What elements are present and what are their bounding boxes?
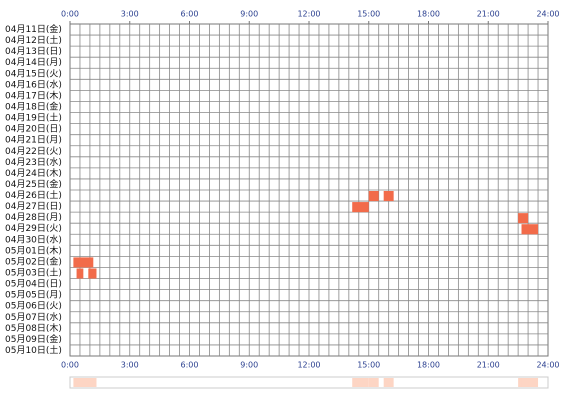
row-label: 04月21日(月) <box>5 135 62 146</box>
row-label: 04月25日(金) <box>5 178 62 190</box>
x-tick-label: 12:00 <box>297 361 320 370</box>
row-label: 04月28日(月) <box>5 212 62 223</box>
row-label: 04月26日(土) <box>5 189 62 201</box>
row-label: 04月23日(水) <box>5 156 62 168</box>
row-label: 04月30日(水) <box>5 233 62 245</box>
x-tick-label: 24:00 <box>536 10 559 19</box>
activity-block <box>518 213 529 224</box>
row-label: 05月09日(金) <box>5 333 62 345</box>
row-label: 04月29日(火) <box>5 223 62 234</box>
row-label: 04月18日(金) <box>5 101 62 113</box>
x-tick-label: 15:00 <box>357 10 380 19</box>
x-tick-label: 15:00 <box>357 361 380 370</box>
activity-block <box>73 257 94 268</box>
overview-block <box>383 378 394 387</box>
row-label: 05月04日(日) <box>5 279 62 290</box>
x-tick-label: 0:00 <box>61 10 79 19</box>
row-label: 04月27日(日) <box>5 201 62 212</box>
overview-block <box>521 378 539 387</box>
row-label: 04月17日(木) <box>5 89 62 101</box>
overview-block <box>88 378 97 387</box>
activity-block <box>383 191 394 202</box>
row-label: 04月16日(水) <box>5 78 62 90</box>
x-tick-label: 3:00 <box>121 361 139 370</box>
row-label: 05月08日(木) <box>5 322 62 334</box>
activity-block <box>352 202 369 213</box>
row-label: 05月02日(金) <box>5 255 62 267</box>
x-tick-label: 12:00 <box>297 10 320 19</box>
row-label: 04月13日(日) <box>5 46 62 57</box>
row-label: 04月15日(火) <box>5 68 62 79</box>
activity-block <box>76 268 84 279</box>
overview-strip <box>69 376 549 389</box>
x-tick-label: 18:00 <box>417 10 440 19</box>
x-tick-label: 0:00 <box>61 361 79 370</box>
row-label: 04月11日(金) <box>5 23 62 35</box>
row-label: 05月03日(土) <box>5 267 62 279</box>
x-tick-label: 6:00 <box>181 10 199 19</box>
activity-block <box>368 191 379 202</box>
x-tick-label: 21:00 <box>477 361 500 370</box>
overview-block <box>76 378 84 387</box>
overview-block <box>352 378 369 387</box>
x-tick-label: 21:00 <box>477 10 500 19</box>
row-label: 04月24日(木) <box>5 167 62 179</box>
row-label: 04月20日(日) <box>5 124 62 135</box>
row-label: 05月01日(木) <box>5 244 62 256</box>
row-label: 05月05日(月) <box>5 290 62 301</box>
row-label: 05月07日(水) <box>5 311 62 323</box>
row-label: 05月06日(火) <box>5 301 62 312</box>
x-tick-label: 18:00 <box>417 361 440 370</box>
activity-block <box>521 224 539 235</box>
row-label: 04月12日(土) <box>5 34 62 46</box>
x-tick-label: 6:00 <box>181 361 199 370</box>
row-label: 04月22日(火) <box>5 146 62 157</box>
x-tick-label: 24:00 <box>536 361 559 370</box>
activity-block <box>88 268 97 279</box>
x-tick-label: 3:00 <box>121 10 139 19</box>
x-tick-label: 9:00 <box>240 10 258 19</box>
overview-block <box>368 378 379 387</box>
row-label: 04月14日(月) <box>5 57 62 68</box>
x-tick-label: 9:00 <box>240 361 258 370</box>
row-label: 05月10日(土) <box>5 344 62 356</box>
row-label: 04月19日(土) <box>5 112 62 124</box>
